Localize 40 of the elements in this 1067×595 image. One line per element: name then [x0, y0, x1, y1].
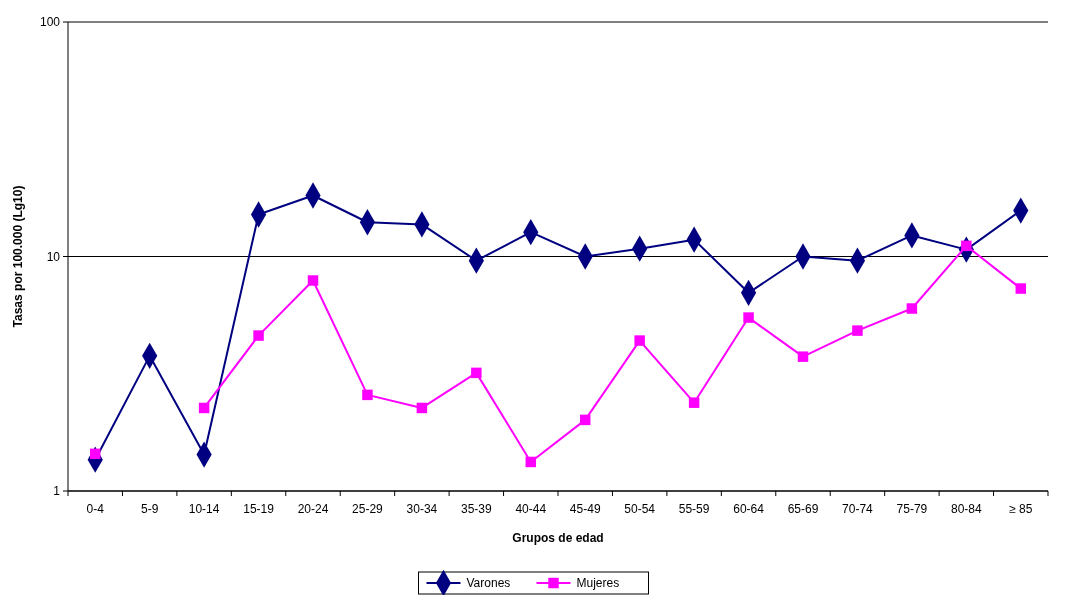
x-tick-label: 25-29: [352, 502, 384, 516]
y-tick-label: 10: [46, 249, 61, 264]
point: [362, 389, 373, 401]
x-tick-label: 65-69: [787, 502, 819, 516]
x-tick-label: 55-59: [678, 502, 710, 516]
point: [416, 402, 428, 414]
x-tick-label: 30-34: [406, 502, 438, 516]
point: [307, 275, 319, 286]
x-tick-label: ≥ 85: [1009, 502, 1033, 516]
x-tick-label: 20-24: [297, 502, 329, 516]
point: [797, 351, 809, 362]
y-tick-label: 1: [53, 484, 61, 499]
x-tick-label: 10-14: [188, 502, 220, 516]
y-axis-title: Tasas por 100.000 (Lg10): [11, 185, 25, 328]
x-tick-label: 60-64: [733, 502, 765, 516]
point: [471, 367, 482, 379]
x-tick-label: 80-84: [950, 502, 982, 516]
x-tick-label: 75-79: [896, 502, 928, 516]
x-tick-label: 0-4: [86, 502, 105, 516]
x-tick-label: 45-49: [569, 502, 601, 516]
x-tick-label: 5-9: [140, 502, 159, 516]
point: [525, 456, 537, 468]
x-axis-title: Grupos de edad: [512, 531, 604, 545]
point: [634, 335, 645, 346]
x-tick-label: 50-54: [624, 502, 656, 516]
point: [579, 414, 591, 426]
y-tick-label: 100: [39, 15, 61, 30]
point: [743, 312, 754, 323]
point: [906, 303, 918, 314]
x-tick-label: 15-19: [243, 502, 275, 516]
legend-label: Mujeres: [576, 576, 620, 591]
point: [253, 330, 264, 341]
x-tick-label: 35-39: [460, 502, 492, 516]
point: [688, 397, 700, 408]
legend-label: Varones: [466, 576, 511, 591]
x-tick-label: 40-44: [515, 502, 547, 516]
point: [198, 402, 210, 414]
point: [1015, 283, 1027, 294]
point: [852, 325, 863, 336]
x-tick-label: 70-74: [842, 502, 874, 516]
